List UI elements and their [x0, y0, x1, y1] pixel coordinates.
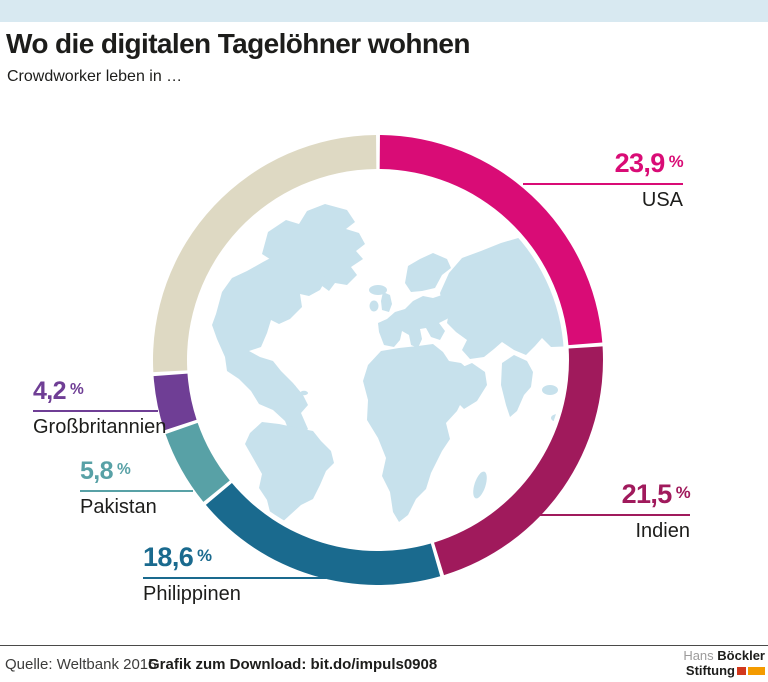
- donut-chart: [153, 135, 604, 586]
- donut-slice-großbritannien: [153, 373, 197, 431]
- page-subtitle: Crowdworker leben in …: [7, 68, 183, 85]
- label-usa-value: 23,9%: [523, 148, 684, 178]
- percent-sign: %: [116, 461, 131, 479]
- label-grossbritannien: 4,2% Großbritannien: [33, 379, 166, 439]
- label-indien-name: Indien: [635, 520, 691, 542]
- donut-ring: [153, 135, 604, 586]
- label-grossbritannien-name: Großbritannien: [33, 416, 167, 438]
- label-pakistan-name: Pakistan: [80, 496, 157, 518]
- value-text: 5,8: [80, 457, 114, 485]
- label-pakistan-leader-line: [80, 490, 193, 492]
- label-pakistan-value: 5,8%: [80, 459, 193, 484]
- download-text: Grafik zum Download: bit.do/impuls0908: [148, 656, 438, 673]
- logo-red-square: [737, 667, 746, 676]
- label-philippinen-value: 18,6%: [143, 544, 326, 571]
- percent-sign: %: [675, 482, 691, 502]
- percent-sign: %: [197, 545, 212, 565]
- label-grossbritannien-value: 4,2%: [33, 379, 166, 404]
- value-text: 23,9: [614, 148, 666, 178]
- label-indien-value: 21,5%: [539, 479, 691, 509]
- donut-slice-usa: [379, 135, 603, 346]
- logo-orange-square: [748, 667, 765, 676]
- value-text: 4,2: [33, 377, 67, 405]
- donut-slice-indien: [434, 346, 604, 576]
- logo-hans: Hans: [683, 648, 714, 663]
- logo-boeckler: Böckler: [717, 648, 765, 663]
- label-usa: 23,9% USA: [523, 148, 684, 212]
- world-map: [212, 204, 564, 525]
- label-indien: 21,5% Indien: [539, 479, 691, 543]
- label-pakistan: 5,8% Pakistan: [80, 459, 193, 519]
- logo-stiftung: Stiftung: [685, 663, 735, 679]
- label-usa-leader-line: [523, 183, 683, 185]
- label-philippinen-leader-line: [143, 577, 326, 579]
- logo-line2: Stiftung: [683, 663, 765, 678]
- hans-boeckler-stiftung-logo: Hans Böckler Stiftung: [683, 648, 765, 679]
- footer-divider: [0, 645, 768, 646]
- percent-sign: %: [668, 151, 684, 171]
- source-text: Quelle: Weltbank 2015: [5, 656, 157, 673]
- percent-sign: %: [69, 381, 84, 399]
- label-usa-name: USA: [641, 189, 683, 211]
- label-grossbritannien-leader-line: [33, 410, 158, 412]
- donut-slice-philippinen: [205, 483, 441, 586]
- label-indien-leader-line: [539, 514, 690, 516]
- top-accent-bar: [0, 0, 768, 22]
- label-philippinen: 18,6% Philippinen: [143, 544, 326, 606]
- value-text: 21,5: [621, 479, 673, 509]
- label-philippinen-name: Philippinen: [143, 583, 241, 605]
- donut-slice-pakistan: [165, 422, 230, 502]
- page-title: Wo die digitalen Tagelöhner wohnen: [6, 28, 471, 59]
- logo-line1: Hans Böckler: [683, 648, 765, 663]
- donut-slice-rest: [153, 135, 377, 373]
- value-text: 18,6: [143, 542, 194, 572]
